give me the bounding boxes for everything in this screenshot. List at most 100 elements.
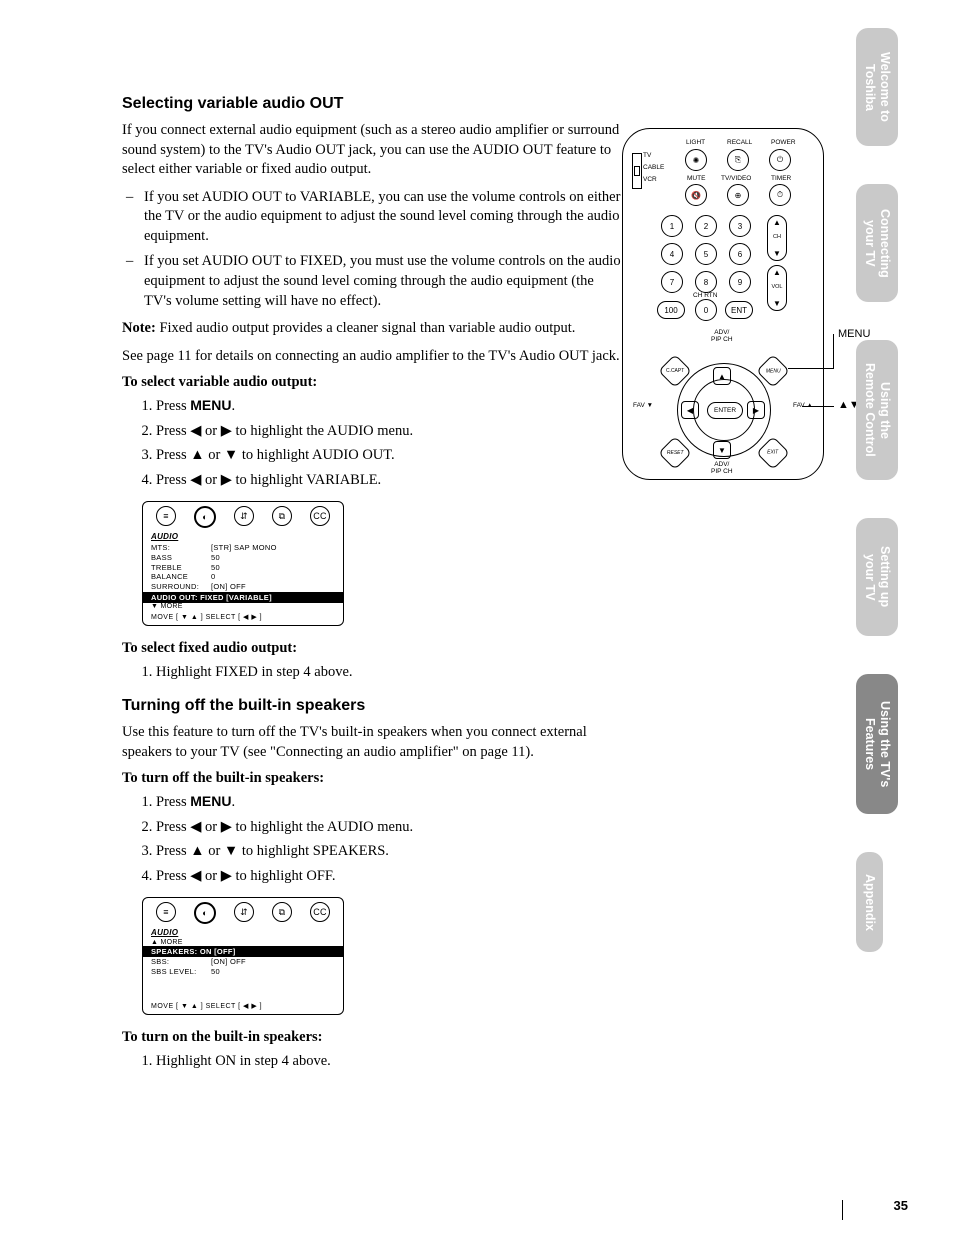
note-audio-out: Note: Fixed audio output provides a clea…: [122, 319, 622, 339]
intro-audio-out: If you connect external audio equipment …: [122, 121, 622, 180]
spk-step-2: Press ◀ or ▶ to highlight the AUDIO menu…: [156, 816, 622, 838]
osd2-icon-3: ⇵: [234, 902, 254, 922]
tab-welcome: Welcome to Toshiba: [856, 28, 898, 146]
osd2-footer: MOVE [ ▼ ▲ ] SELECT [ ◀ ▶ ]: [143, 999, 343, 1014]
osd-title: AUDIO: [143, 530, 343, 543]
vol-rocker-icon: ▲VOL▼: [767, 265, 787, 311]
keypad-100: 100: [657, 301, 685, 319]
menu-button-ref-2: MENU: [190, 793, 231, 809]
recall-label: RECALL: [727, 139, 752, 146]
osd-icon-audio: ◐: [194, 506, 216, 528]
mute-button-icon: 🔇: [685, 184, 707, 206]
switch-tv-label: TV: [643, 152, 651, 159]
keypad-6: 6: [729, 243, 751, 265]
osd-icon-1: ≡: [156, 506, 176, 526]
keypad-1: 1: [661, 215, 683, 237]
intro-speakers: Use this feature to turn off the TV's bu…: [122, 723, 622, 762]
osd-menu-speakers: ≡ ◐ ⇵ ⧉ CC AUDIO ▲ MORE SPEAKERS: ON [OF…: [142, 897, 344, 1015]
osd2-more: ▲ MORE: [143, 939, 343, 946]
dpad-right-icon: ▶: [747, 401, 765, 419]
spk-step-1: Press MENU.: [156, 791, 622, 813]
osd-menu-audio-out: ≡ ◐ ⇵ ⧉ CC AUDIO MTS:[STR] SAP MONO BASS…: [142, 501, 344, 626]
to-turn-off: To turn off the built-in speakers:: [122, 770, 622, 787]
switch-cable-label: CABLE: [643, 164, 664, 171]
timer-label: TIMER: [771, 175, 791, 182]
side-tabs: Welcome to Toshiba Connecting your TV Us…: [856, 28, 926, 990]
osd-icon-4: ⧉: [272, 506, 292, 526]
to-select-fixed: To select fixed audio output:: [122, 640, 622, 657]
heading-speakers: Turning off the built-in speakers: [122, 697, 622, 715]
enter-button-icon: ENTER: [707, 402, 743, 419]
corner-exit-icon: EXIT: [756, 436, 790, 470]
dpad-icon: ENTER C.CAPT MENU RESET EXIT ▲ ▼ ◀ ▶: [663, 359, 783, 459]
to-turn-on: To turn on the built-in speakers:: [122, 1029, 622, 1046]
menu-button-ref: MENU: [190, 397, 231, 413]
osd-highlight: AUDIO OUT: FIXED [VARIABLE]: [143, 592, 343, 603]
keypad-2: 2: [695, 215, 717, 237]
osd2-icon-1: ≡: [156, 902, 176, 922]
dpad-left-icon: ◀: [681, 401, 699, 419]
remote-diagram: TV CABLE VCR LIGHT RECALL POWER ✺ ⎘ ⏻ MU…: [622, 128, 882, 480]
note-label: Note:: [122, 320, 156, 336]
dpad-down-icon: ▼: [713, 441, 731, 459]
remote-outline: TV CABLE VCR LIGHT RECALL POWER ✺ ⎘ ⏻ MU…: [622, 128, 824, 480]
light-label: LIGHT: [686, 139, 705, 146]
spk-step-4: Press ◀ or ▶ to highlight OFF.: [156, 865, 622, 887]
osd-icon-cc: CC: [310, 506, 330, 526]
note-text: Fixed audio output provides a cleaner si…: [156, 320, 576, 336]
osd2-icon-cc: CC: [310, 902, 330, 922]
keypad-0: 0: [695, 299, 717, 321]
main-content: Selecting variable audio OUT If you conn…: [122, 95, 622, 1082]
dpad-up-icon: ▲: [713, 367, 731, 385]
switch-vcr-label: VCR: [643, 176, 657, 183]
tab-appendix: Appendix: [856, 852, 883, 952]
mute-label: MUTE: [687, 175, 705, 182]
steps-fixed: Highlight FIXED in step 4 above.: [122, 661, 622, 683]
power-label: POWER: [771, 139, 796, 146]
step-2: Press ◀ or ▶ to highlight the AUDIO menu…: [156, 420, 622, 442]
tab-setting-up: Setting up your TV: [856, 518, 898, 636]
ch-rocker-icon: ▲CH▼: [767, 215, 787, 261]
light-button-icon: ✺: [685, 149, 707, 171]
adv-label-top: ADV/PIP CH: [711, 329, 733, 343]
audio-out-bullets: If you set AUDIO OUT to VARIABLE, you ca…: [122, 188, 622, 311]
recall-button-icon: ⎘: [727, 149, 749, 171]
page-rule: [842, 1200, 843, 1220]
fav-left-label: FAV ▼: [633, 402, 653, 409]
to-select-variable: To select variable audio output:: [122, 374, 622, 391]
tab-connecting: Connecting your TV: [856, 184, 898, 302]
step-4: Press ◀ or ▶ to highlight VARIABLE.: [156, 469, 622, 491]
osd2-highlight: SPEAKERS: ON [OFF]: [143, 946, 343, 957]
corner-reset-icon: RESET: [658, 436, 692, 470]
bullet-fixed: If you set AUDIO OUT to FIXED, you must …: [144, 252, 622, 311]
adv-label-bottom: ADV/PIP CH: [711, 461, 733, 475]
spk-on-step-1: Highlight ON in step 4 above.: [156, 1050, 622, 1072]
osd2-icon-4: ⧉: [272, 902, 292, 922]
tab-remote: Using the Remote Control: [856, 340, 898, 480]
tvvideo-button-icon: ⊕: [727, 184, 749, 206]
callout-vline-menu: [833, 334, 834, 368]
steps-variable: Press MENU. Press ◀ or ▶ to highlight th…: [122, 395, 622, 491]
steps-speakers-off: Press MENU. Press ◀ or ▶ to highlight th…: [122, 791, 622, 887]
callout-line-arrows: [802, 406, 834, 407]
osd-footer: MOVE [ ▼ ▲ ] SELECT [ ◀ ▶ ]: [143, 610, 343, 625]
input-switch-icon: [632, 153, 642, 189]
spk-step-3: Press ▲ or ▼ to highlight SPEAKERS.: [156, 840, 622, 862]
page-number: 35: [894, 1198, 908, 1213]
step-1: Press MENU.: [156, 395, 622, 417]
chrtn-label: CH RTN: [693, 292, 717, 299]
timer-button-icon: ⏱: [769, 184, 791, 206]
osd-icon-3: ⇵: [234, 506, 254, 526]
power-button-icon: ⏻: [769, 149, 791, 171]
keypad-ent: ENT: [725, 301, 753, 319]
callout-line-menu: [788, 368, 834, 369]
keypad-3: 3: [729, 215, 751, 237]
step-3: Press ▲ or ▼ to highlight AUDIO OUT.: [156, 444, 622, 466]
steps-speakers-on: Highlight ON in step 4 above.: [122, 1050, 622, 1072]
heading-audio-out: Selecting variable audio OUT: [122, 95, 622, 113]
step-fixed-1: Highlight FIXED in step 4 above.: [156, 661, 622, 683]
see-page-11: See page 11 for details on connecting an…: [122, 347, 622, 367]
keypad-4: 4: [661, 243, 683, 265]
keypad-5: 5: [695, 243, 717, 265]
keypad-9: 9: [729, 271, 751, 293]
